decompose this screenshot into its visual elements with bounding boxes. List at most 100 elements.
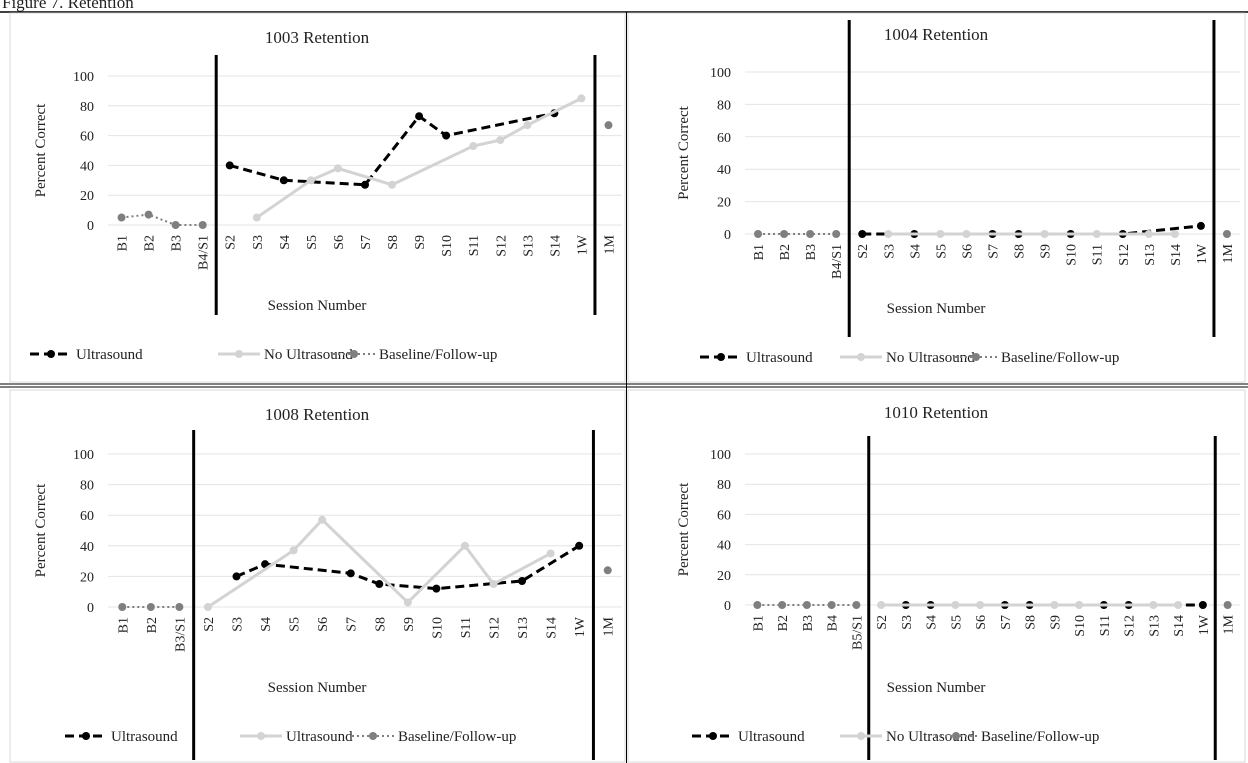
legend-marker: [235, 350, 243, 358]
x-tick-label: B1: [751, 615, 766, 631]
legend-label: Baseline/Follow-up: [981, 729, 1099, 745]
y-tick-label: 0: [724, 599, 731, 614]
x-tick-label: S5: [949, 615, 964, 630]
data-point: [962, 230, 971, 238]
data-point: [852, 601, 861, 609]
x-tick-label: S11: [467, 235, 482, 256]
x-tick-label: S13: [521, 235, 536, 257]
panel-frame: [627, 389, 1246, 763]
data-point: [936, 230, 945, 238]
x-tick-label: S11: [459, 617, 474, 638]
x-axis-label: Session Number: [887, 680, 986, 696]
x-tick-label: S12: [488, 617, 503, 639]
data-point: [1196, 221, 1205, 230]
x-tick-label: 1M: [1221, 243, 1236, 263]
x-tick-label: S8: [1024, 615, 1039, 630]
x-tick-label: S2: [875, 615, 890, 630]
x-tick-label: B1: [116, 617, 131, 633]
chart-title: 1008 Retention: [265, 405, 370, 424]
y-tick-label: 100: [73, 70, 94, 85]
x-tick-label: S7: [345, 617, 360, 632]
y-tick-label: 40: [80, 540, 94, 555]
data-point: [489, 580, 498, 589]
data-point: [523, 121, 532, 130]
legend-label: No Ultrasound: [264, 347, 353, 363]
legend-marker: [350, 350, 358, 358]
data-point: [780, 230, 789, 238]
x-tick-label: S6: [332, 235, 347, 250]
data-point: [827, 601, 836, 609]
legend-label: Ultrasound: [286, 729, 353, 745]
x-tick-label: B3: [804, 244, 819, 260]
x-tick-label: S10: [1073, 615, 1088, 637]
data-point: [279, 176, 288, 185]
data-point: [1092, 230, 1101, 238]
data-point: [146, 603, 155, 611]
y-tick-label: 60: [80, 130, 94, 145]
legend-label: No Ultrasound: [886, 350, 975, 366]
y-tick-label: 80: [80, 479, 94, 494]
x-tick-label: S2: [224, 235, 239, 250]
x-tick-label: B2: [145, 617, 160, 633]
data-point: [388, 180, 397, 189]
data-point: [442, 131, 451, 140]
data-point: [375, 580, 384, 589]
data-point: [1174, 601, 1183, 609]
data-point: [361, 180, 369, 189]
y-tick-label: 0: [87, 601, 94, 616]
data-point: [118, 603, 127, 611]
x-tick-label: S14: [1169, 244, 1184, 266]
legend-marker: [717, 353, 725, 361]
x-tick-label: 1W: [575, 234, 590, 255]
x-tick-label: S5: [934, 244, 949, 259]
legend-marker: [857, 732, 865, 740]
legend-label: Baseline/Follow-up: [1001, 350, 1119, 366]
data-point: [1075, 601, 1084, 609]
data-point: [333, 164, 342, 173]
chart-title: 1003 Retention: [265, 28, 370, 47]
data-point: [1198, 601, 1207, 609]
x-tick-label: S9: [413, 235, 428, 250]
panel-frame: [9, 389, 626, 763]
legend-marker: [952, 732, 960, 740]
data-point: [144, 210, 153, 219]
x-tick-label: S5: [305, 235, 320, 250]
data-point: [460, 541, 469, 550]
data-point: [346, 569, 355, 578]
x-tick-label: B2: [778, 244, 793, 260]
legend-marker: [857, 353, 865, 361]
data-point: [604, 121, 613, 130]
y-axis-label: Percent Correct: [676, 482, 692, 577]
y-axis-label: Percent Correct: [33, 103, 49, 198]
x-tick-label: S8: [1013, 244, 1028, 259]
y-axis-label: Percent Correct: [33, 483, 49, 578]
x-tick-label: S12: [1123, 615, 1138, 637]
x-tick-label: 1W: [1195, 243, 1210, 264]
x-tick-label: S11: [1098, 615, 1113, 636]
legend-marker: [369, 732, 377, 740]
chart-title: 1010 Retention: [884, 403, 989, 422]
data-point: [753, 601, 762, 609]
legend-label: Ultrasound: [746, 350, 813, 366]
y-tick-label: 100: [710, 66, 731, 81]
data-point: [858, 230, 867, 238]
data-point: [1223, 601, 1232, 609]
legend-label: Ultrasound: [76, 347, 143, 363]
x-tick-label: S10: [1065, 244, 1080, 266]
x-tick-label: S4: [278, 235, 293, 250]
x-tick-label: S10: [430, 617, 445, 639]
x-tick-label: B2: [776, 615, 791, 631]
y-tick-label: 100: [710, 448, 731, 463]
x-tick-label: S2: [856, 244, 871, 259]
y-tick-label: 20: [80, 570, 94, 585]
y-tick-label: 20: [717, 569, 731, 584]
legend-label: Baseline/Follow-up: [379, 347, 497, 363]
data-point: [203, 603, 212, 611]
data-point: [117, 213, 126, 222]
data-point: [403, 598, 412, 607]
x-tick-label: 1W: [573, 616, 588, 637]
x-axis-label: Session Number: [268, 298, 367, 314]
x-tick-label: S11: [1091, 244, 1106, 265]
x-tick-label: B2: [143, 235, 158, 251]
